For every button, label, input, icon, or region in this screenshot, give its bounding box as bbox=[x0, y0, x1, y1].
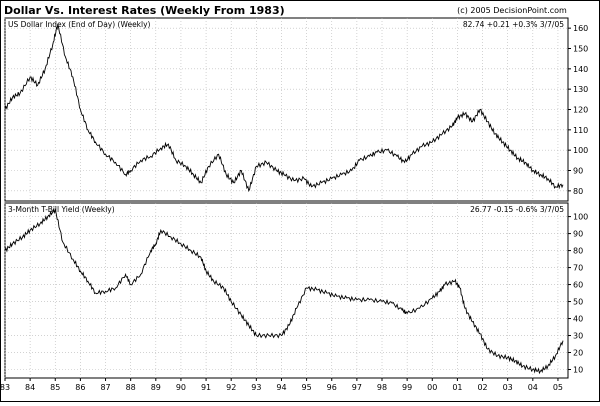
dollar-panel-readout: 82.74 +0.21 +0.3% 3/7/05 bbox=[463, 20, 564, 29]
y-tick-label: 50 bbox=[573, 298, 583, 307]
y-tick-label: 10 bbox=[573, 366, 583, 375]
y-tick-label: 140 bbox=[573, 65, 588, 74]
y-tick-label: 70 bbox=[573, 264, 583, 273]
x-tick-label: 02 bbox=[477, 383, 487, 392]
copyright-text: (c) 2005 DecisionPoint.com bbox=[457, 6, 567, 15]
y-tick-label: 120 bbox=[573, 106, 588, 115]
dollar-index-series-line bbox=[4, 24, 564, 193]
tbill-panel-grid bbox=[4, 203, 568, 378]
x-tick-label: 88 bbox=[126, 383, 136, 392]
dollar-y-axis: 80 90 100 110 120 130 140 150 160 bbox=[568, 24, 588, 196]
y-tick-label: 80 bbox=[573, 187, 583, 196]
x-tick-label: 89 bbox=[151, 383, 161, 392]
x-tick-label: 86 bbox=[75, 383, 85, 392]
x-tick-label: 84 bbox=[25, 383, 35, 392]
tbill-yield-series-line bbox=[4, 208, 564, 375]
y-tick-label: 90 bbox=[573, 167, 583, 176]
x-tick-label: 98 bbox=[377, 383, 387, 392]
y-tick-label: 80 bbox=[573, 247, 583, 256]
y-tick-label: 40 bbox=[573, 315, 583, 324]
x-tick-label: 92 bbox=[226, 383, 236, 392]
x-tick-label: 94 bbox=[276, 383, 286, 392]
tbill-panel-title: 3-Month T-Bill Yield (Weekly) bbox=[8, 205, 115, 214]
chart-title: Dollar Vs. Interest Rates (Weekly From 1… bbox=[4, 4, 285, 17]
dollar-index-panel: US Dollar Index (End of Day) (Weekly) 82… bbox=[4, 17, 588, 202]
x-axis: 83 84 85 86 87 88 89 90 91 92 93 94 95 96 97 98 99 00 01 02… bbox=[0, 378, 563, 392]
x-tick-label: 00 bbox=[427, 383, 437, 392]
tbill-yield-panel: 3-Month T-Bill Yield (Weekly) 26.77 -0.1… bbox=[4, 202, 588, 379]
y-tick-label: 20 bbox=[573, 349, 583, 358]
x-tick-label: 91 bbox=[201, 383, 211, 392]
y-tick-label: 160 bbox=[573, 24, 588, 33]
x-tick-label: 85 bbox=[50, 383, 60, 392]
dollar-panel-grid bbox=[4, 18, 568, 201]
y-tick-label: 130 bbox=[573, 85, 588, 94]
y-tick-label: 60 bbox=[573, 281, 583, 290]
tbill-y-axis: 10 20 30 40 50 60 70 80 90 100 bbox=[568, 213, 588, 375]
x-tick-label: 93 bbox=[251, 383, 261, 392]
x-tick-label: 03 bbox=[503, 383, 513, 392]
dollar-panel-title: US Dollar Index (End of Day) (Weekly) bbox=[8, 20, 151, 29]
y-tick-label: 90 bbox=[573, 230, 583, 239]
x-tick-label: 97 bbox=[352, 383, 362, 392]
x-tick-label: 95 bbox=[302, 383, 312, 392]
y-tick-label: 100 bbox=[573, 213, 588, 222]
x-tick-label: 90 bbox=[176, 383, 186, 392]
y-tick-label: 100 bbox=[573, 146, 588, 155]
x-tick-label: 83 bbox=[0, 383, 10, 392]
y-tick-label: 150 bbox=[573, 45, 588, 54]
x-tick-label: 05 bbox=[553, 383, 563, 392]
x-tick-label: 99 bbox=[402, 383, 412, 392]
y-tick-label: 110 bbox=[573, 126, 588, 135]
x-tick-label: 96 bbox=[327, 383, 337, 392]
x-tick-label: 01 bbox=[452, 383, 462, 392]
x-tick-label: 87 bbox=[100, 383, 110, 392]
x-tick-label: 04 bbox=[528, 383, 538, 392]
y-tick-label: 30 bbox=[573, 332, 583, 341]
tbill-panel-readout: 26.77 -0.15 -0.6% 3/7/05 bbox=[470, 205, 564, 214]
